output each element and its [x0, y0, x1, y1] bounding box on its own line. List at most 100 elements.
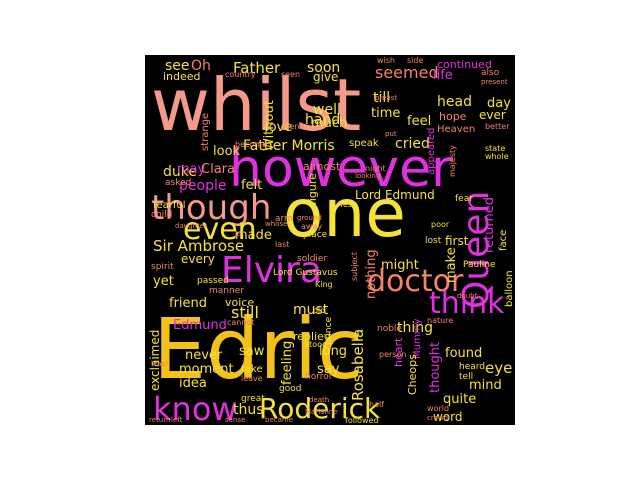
- word: word: [433, 410, 463, 424]
- word: present: [481, 78, 508, 86]
- word: looking: [355, 172, 381, 180]
- word: feel: [407, 114, 432, 129]
- word: give: [313, 70, 339, 84]
- word: thus: [233, 402, 264, 418]
- word: put: [385, 130, 397, 138]
- word: night: [365, 164, 386, 173]
- word: first: [445, 234, 469, 248]
- word: make: [444, 247, 459, 283]
- word: become: [235, 140, 268, 149]
- word: noble: [377, 324, 402, 334]
- word: balloon: [504, 270, 515, 307]
- word: doubt: [457, 292, 478, 300]
- word: Roderick: [259, 392, 381, 425]
- word: returned: [482, 197, 497, 253]
- word: doctor: [367, 264, 464, 299]
- word: look: [213, 144, 241, 159]
- word: thought: [428, 341, 443, 393]
- word: duke: [163, 164, 197, 180]
- word: moment: [179, 362, 234, 377]
- word: voice: [225, 296, 255, 309]
- word: followed: [345, 416, 379, 425]
- word: saw: [239, 344, 265, 359]
- word: ever: [479, 108, 506, 122]
- word-cloud: whilst however one Edric though Elvira Q…: [145, 55, 515, 425]
- word: speak: [349, 138, 379, 149]
- word: though: [151, 188, 272, 228]
- word: love: [265, 120, 293, 135]
- word: half: [369, 400, 385, 409]
- word: good: [279, 384, 302, 394]
- word: strange: [200, 112, 211, 151]
- word: felt: [241, 178, 263, 193]
- word: Heaven: [437, 124, 476, 135]
- word: Sir Ambrose: [153, 237, 245, 255]
- word: Edric: [153, 300, 364, 398]
- word: eye: [485, 359, 513, 377]
- word: yet: [153, 274, 174, 289]
- word: hope: [439, 110, 467, 123]
- word: left: [171, 416, 183, 424]
- word: sense: [225, 416, 246, 424]
- word: last: [275, 240, 290, 249]
- word: appeared: [426, 127, 437, 176]
- word: heard: [459, 362, 486, 372]
- word: nature: [427, 316, 454, 325]
- word: cried: [395, 136, 430, 152]
- word: child: [151, 210, 173, 220]
- word: feeling: [280, 340, 295, 385]
- word: whilst: [151, 63, 362, 147]
- word: might: [381, 258, 419, 273]
- word: wish: [377, 56, 396, 65]
- word: lost: [425, 236, 442, 246]
- word: whose: [265, 220, 288, 228]
- word: world: [427, 404, 450, 413]
- word: almost: [303, 160, 341, 173]
- word: passed: [197, 276, 229, 286]
- word: Pauline: [463, 260, 496, 270]
- word: think: [429, 286, 505, 321]
- word: whole: [485, 152, 509, 161]
- word: subject: [350, 252, 359, 281]
- word: life: [433, 68, 453, 83]
- word: thing: [397, 320, 434, 336]
- word: daughter: [175, 222, 207, 230]
- word: time: [371, 106, 401, 121]
- word: quite: [443, 392, 477, 407]
- word: mind: [469, 378, 502, 393]
- word: say: [317, 362, 340, 377]
- word: least: [151, 360, 168, 368]
- word: asked: [165, 178, 192, 188]
- word: indeed: [163, 70, 201, 83]
- word: Marianne: [305, 408, 338, 416]
- word: friend: [169, 296, 208, 311]
- word: much: [311, 116, 348, 131]
- word: let: [235, 230, 244, 238]
- word: idea: [179, 376, 207, 391]
- word: side: [407, 56, 424, 65]
- word: Oh: [191, 58, 211, 74]
- word: great: [241, 394, 265, 404]
- word: day: [487, 96, 511, 111]
- word: cannot: [227, 318, 255, 327]
- word: never: [185, 348, 223, 363]
- word: soon: [307, 60, 341, 76]
- word: arm: [275, 214, 293, 224]
- word: Rosabella: [349, 328, 367, 401]
- word: till: [373, 90, 391, 106]
- word: made: [235, 228, 272, 243]
- word: state: [485, 144, 506, 153]
- word: country: [225, 70, 256, 79]
- word: face: [498, 229, 509, 251]
- word: Lord Edmund: [355, 188, 435, 202]
- word: scene: [281, 122, 305, 131]
- word: soldier: [297, 254, 328, 264]
- word: leave: [241, 374, 263, 383]
- word: hand: [305, 112, 341, 128]
- word: place: [303, 230, 328, 240]
- word: however: [229, 139, 453, 199]
- word: spirit: [151, 262, 174, 272]
- word: well: [313, 102, 341, 118]
- word: return: [149, 416, 171, 424]
- word: know: [153, 390, 238, 425]
